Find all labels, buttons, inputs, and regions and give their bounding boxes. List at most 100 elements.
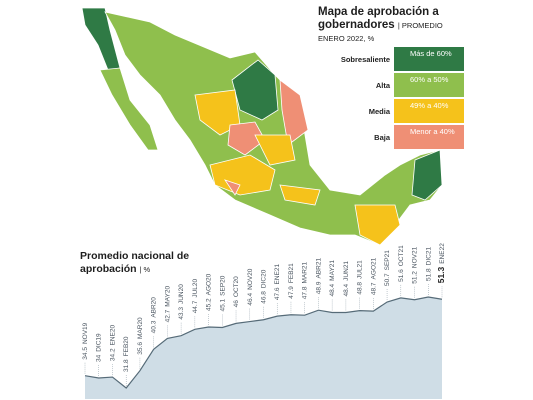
x-tick-label: MAR20 <box>137 317 144 339</box>
value-label: 51.8 <box>425 268 432 281</box>
x-tick-label: MAR21 <box>302 261 309 283</box>
legend-label: Baja <box>374 132 390 142</box>
legend-item: Media 49% a 40% <box>335 98 475 124</box>
legend-swatch: Más de 60% <box>394 47 464 71</box>
x-tick-label: ABR21 <box>315 258 322 279</box>
state <box>224 179 241 196</box>
data-label: 46 OCT20 <box>233 276 240 308</box>
value-label: 47.9 <box>288 286 295 299</box>
map-title: Mapa de aprobación a gobernadores <box>318 6 439 31</box>
data-label: 47.8 MAR21 <box>302 261 309 299</box>
x-tick-label: OCT20 <box>233 276 240 297</box>
x-tick-label: NOV20 <box>247 268 254 290</box>
x-tick-label: ABR20 <box>151 297 158 318</box>
x-tick-label: FEB21 <box>288 263 295 283</box>
value-label: 48.4 <box>329 283 336 296</box>
x-tick-label: ENE21 <box>274 263 281 284</box>
x-tick-label: SEP21 <box>384 250 391 271</box>
value-label: 46 <box>233 300 240 308</box>
state <box>354 204 401 246</box>
state <box>254 134 296 166</box>
area <box>85 297 442 399</box>
state <box>411 149 443 201</box>
chart-title-block: Promedio nacional de aprobación | % <box>80 250 200 276</box>
data-label: 51.6 OCT21 <box>398 245 405 282</box>
data-label: 34.5 NOV19 <box>82 322 89 359</box>
line <box>84 296 443 389</box>
chart-unit: | % <box>139 265 151 274</box>
x-tick-label: DIC20 <box>261 269 268 288</box>
x-tick-label: DIC19 <box>96 333 103 352</box>
value-label: 51.2 <box>412 271 419 284</box>
legend: Sobresaliente Más de 60% Alta 60% a 50% Medi… <box>335 46 475 150</box>
x-tick-label: ENE20 <box>109 324 116 345</box>
value-label: 34.2 <box>109 348 116 361</box>
legend-swatch: 60% a 50% <box>394 73 464 97</box>
data-label: 31.8 FEB20 <box>123 336 130 372</box>
data-label: 46.8 DIC20 <box>261 269 268 303</box>
x-tick-label: MAY21 <box>329 260 336 281</box>
value-label: 42.7 <box>164 309 171 322</box>
value-label: 46.4 <box>247 293 254 306</box>
data-label: 45.2 AGO20 <box>206 273 213 311</box>
legend-swatch: 49% a 40% <box>394 99 464 123</box>
chart-title: Promedio nacional de aprobación <box>80 250 190 275</box>
value-label: 45.1 <box>219 298 226 311</box>
value-label: 48.9 <box>315 281 322 294</box>
value-label: 44.7 <box>192 300 199 313</box>
legend-label: Sobresaliente <box>340 54 390 64</box>
data-label: 44.7 JUL20 <box>192 278 199 313</box>
state <box>227 121 266 156</box>
data-label: 40.3 ABR20 <box>151 297 158 334</box>
map-title-block: Mapa de aprobación a gobernadores | PROM… <box>318 6 468 45</box>
legend-item: Baja Menor a 40% <box>335 124 475 150</box>
data-label: 48.8 JUL21 <box>357 260 364 295</box>
data-label: 42.7 MAY20 <box>164 286 171 323</box>
state <box>279 79 309 146</box>
data-label: 34.2 ENE20 <box>109 324 116 361</box>
x-tick-label: NOV19 <box>82 322 89 344</box>
x-tick-label: NOV21 <box>412 246 419 268</box>
data-label: 47.6 ENE21 <box>274 263 281 300</box>
x-tick-label: JUN20 <box>178 284 185 304</box>
x-tick-label: ENE22 <box>439 243 446 264</box>
value-label: 46.8 <box>261 291 268 304</box>
legend-item: Alta 60% a 50% <box>335 72 475 98</box>
data-label: 48.9 ABR21 <box>315 258 322 295</box>
data-label: 43.3 JUN20 <box>178 284 185 320</box>
legend-swatch: Menor a 40% <box>394 125 464 149</box>
state <box>209 154 276 196</box>
value-label: 35.6 <box>137 342 144 355</box>
legend-label: Media <box>368 106 390 116</box>
data-label: 50.7 SEP21 <box>384 250 391 286</box>
x-tick-label: JUL21 <box>357 260 364 279</box>
value-label: 50.7 <box>384 273 391 286</box>
legend-label: Alta <box>375 80 390 90</box>
data-label: 48.4 JUN21 <box>343 261 350 297</box>
value-label: 45.2 <box>206 298 213 311</box>
x-tick-label: MAY20 <box>164 286 171 307</box>
data-label: 45.1 SEP20 <box>219 275 226 311</box>
x-tick-label: OCT21 <box>398 245 405 266</box>
value-label: 47.8 <box>302 286 309 299</box>
map-subtitle: | PROMEDIO ENERO 2022, % <box>318 21 443 43</box>
data-label: 51.2 NOV21 <box>412 246 419 283</box>
state <box>99 67 159 151</box>
x-tick-label: SEP20 <box>219 275 226 296</box>
value-label: 34.5 <box>82 347 89 360</box>
data-label: 48.4 MAY21 <box>329 260 336 297</box>
data-label: 34 DIC19 <box>96 333 103 362</box>
data-label: 35.6 MAR20 <box>137 317 144 355</box>
value-label: 31.8 <box>123 359 130 372</box>
mexico-map <box>81 7 443 246</box>
value-label: 43.3 <box>178 307 185 320</box>
x-tick-label: AGO21 <box>370 257 377 279</box>
value-label: 48.8 <box>357 282 364 295</box>
value-label: 51.3 <box>436 266 446 283</box>
value-label: 48.4 <box>343 283 350 296</box>
x-tick-label: AGO20 <box>206 273 213 295</box>
value-label: 51.6 <box>398 269 405 282</box>
data-label: 51.3 ENE22 <box>436 243 446 284</box>
